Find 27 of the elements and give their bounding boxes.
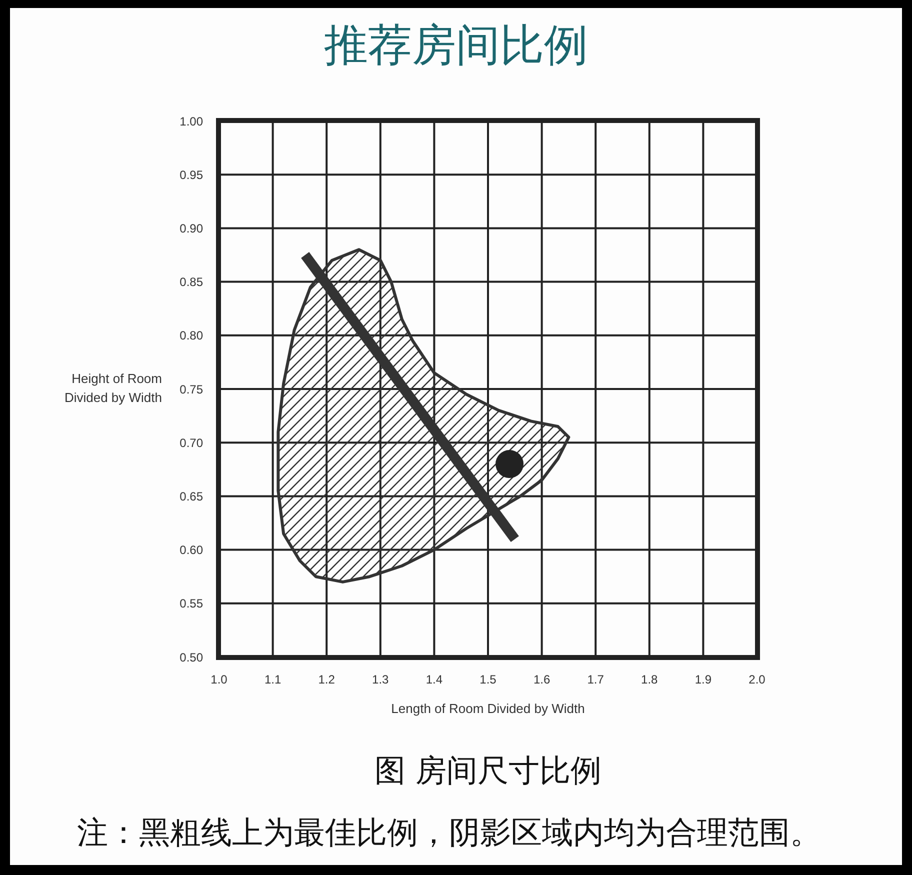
x-tick-label: 1.1: [264, 672, 282, 687]
chart-title: 推荐房间比例: [323, 19, 589, 73]
y-axis-title: Height of Room Divided by Width: [63, 370, 162, 407]
y-tick-label: 0.50: [180, 650, 204, 664]
y-tick-label: 0.70: [180, 436, 204, 450]
x-tick-label: 1.4: [426, 672, 443, 687]
y-tick-label: 0.85: [180, 275, 204, 290]
x-tick-label: 1.9: [694, 672, 712, 687]
x-tick-label: 1.6: [533, 672, 550, 687]
y-tick-label: 0.95: [180, 168, 204, 182]
y-tick-label: 0.75: [180, 382, 204, 396]
x-tick-label: 1.2: [318, 672, 336, 687]
x-axis-title: Length of Room Divided by Width: [391, 701, 585, 716]
x-tick-label: 2.0: [748, 672, 766, 687]
y-tick-label: 0.90: [180, 221, 204, 236]
x-tick-label: 1.3: [372, 672, 390, 687]
y-tick-label: 0.65: [180, 489, 204, 504]
text: 图 房间尺寸比例: [374, 752, 602, 791]
text: 注：黑粗线上为最佳比例，阴影区域内均为合理范围。: [77, 814, 822, 853]
y-tick-label: 0.55: [180, 596, 204, 611]
y-tick-label: 1.00: [180, 114, 204, 128]
y-tick-label: 0.80: [180, 328, 204, 343]
x-tick-label: 1.7: [587, 672, 604, 687]
x-tick-label: 1.0: [210, 672, 228, 687]
y-tick-label: 0.60: [180, 543, 204, 558]
x-tick-label: 1.5: [480, 672, 497, 687]
x-tick-label: 1.8: [641, 672, 658, 687]
